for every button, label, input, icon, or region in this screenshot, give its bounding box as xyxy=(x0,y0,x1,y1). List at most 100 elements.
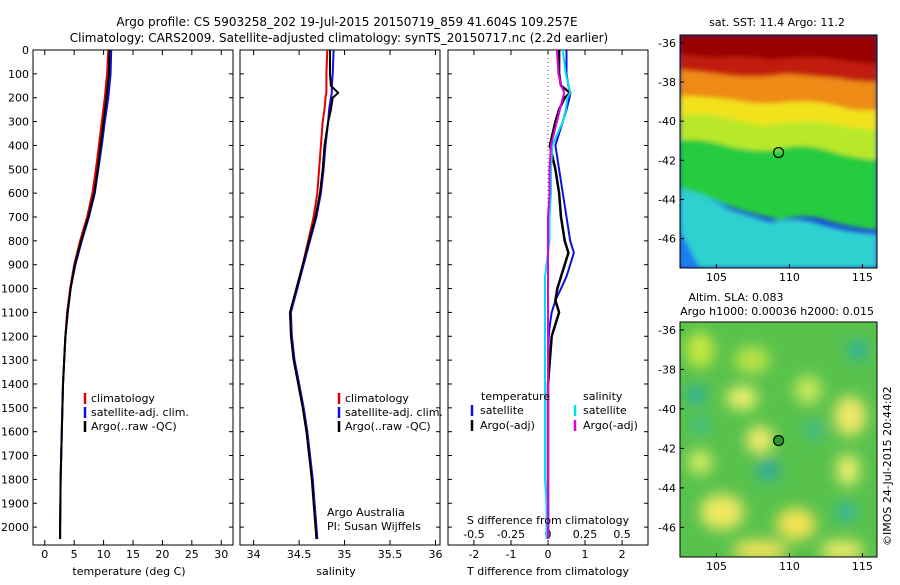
x-tick-label: -2 xyxy=(468,548,479,561)
header-line-1: Argo profile: CS 5903258_202 19-Jul-2015… xyxy=(116,15,577,29)
legend-label-argo: Argo(..raw -QC) xyxy=(91,420,177,433)
sst-band-orange xyxy=(680,68,877,111)
map-y-tick-label: -46 xyxy=(658,233,676,246)
legend-label-climatology: climatology xyxy=(345,392,409,405)
s-tick-label: 0.5 xyxy=(613,528,631,541)
x-tick-label: 30 xyxy=(214,548,228,561)
y-tick-label: 1700 xyxy=(1,450,29,463)
temperature-panel-frame xyxy=(32,49,234,546)
y-tick-label: 1400 xyxy=(1,378,29,391)
sla-map-title: Altim. SLA: 0.083 xyxy=(688,291,783,304)
s-tick-label: -0.5 xyxy=(463,528,484,541)
s-tick-label: -0.25 xyxy=(497,528,525,541)
y-tick-label: 200 xyxy=(8,92,29,105)
sla-blob xyxy=(700,494,744,530)
sla-blob-teal xyxy=(848,340,868,360)
legend-label-climatology: climatology xyxy=(91,392,155,405)
temperature-legend: climatology satellite-adj. clim. Argo(..… xyxy=(83,392,189,433)
map-x-tick-label: 115 xyxy=(852,271,873,284)
sla-blob xyxy=(686,332,714,368)
sst-map-frame xyxy=(679,34,878,269)
x-tick-label: 0 xyxy=(41,548,48,561)
sst-band-green xyxy=(680,130,877,230)
map-y-tick-label: -40 xyxy=(658,115,676,128)
x-tick-label: 34 xyxy=(247,548,261,561)
salinity-chart: 34 34.5 35 35.5 36 xyxy=(240,49,442,561)
sla-blob-teal xyxy=(692,417,708,433)
x-tick-label: 10 xyxy=(97,548,111,561)
x-tick-label: 2 xyxy=(619,548,626,561)
y-tick-label: 2000 xyxy=(1,521,29,534)
s-satellite-line xyxy=(544,49,572,539)
sst-argo-marker xyxy=(773,146,785,159)
sla-blob xyxy=(834,396,866,436)
sla-blob xyxy=(726,386,758,410)
argo-line xyxy=(289,50,340,540)
map-y-tick-label: -36 xyxy=(658,37,676,50)
sla-blob xyxy=(820,540,864,557)
sla-argo-marker xyxy=(773,434,785,447)
sst-map-title: sat. SST: 11.4 Argo: 11.2 xyxy=(709,16,845,29)
map-x-tick-label: 105 xyxy=(706,271,727,284)
y-tick-label: 300 xyxy=(8,116,29,129)
y-tick-label: 1500 xyxy=(1,402,29,415)
legend-title-temperature: temperature xyxy=(481,390,550,403)
difference-chart: -2 -1 0 1 2-0.5 -0.25 0 0.25 0.5 xyxy=(448,49,648,561)
sla-blob xyxy=(732,540,788,557)
y-tick-label: 1200 xyxy=(1,330,29,343)
y-tick-label: 1600 xyxy=(1,426,29,439)
sla-blob-teal xyxy=(806,421,822,439)
map-y-tick-label: -44 xyxy=(658,482,676,495)
map-x-tick-label: 115 xyxy=(852,560,873,573)
sst-map-axes: 105 110 115 -36 -38 -40 -42 -44 -46 xyxy=(658,37,873,284)
sla-blob xyxy=(734,346,770,374)
imos-stamp: ©IMOS 24-Jul-2015 20:44:02 xyxy=(881,386,894,546)
y-tick-label: 0 xyxy=(22,44,29,57)
y-tick-label: 1000 xyxy=(1,283,29,296)
map-x-tick-label: 105 xyxy=(706,560,727,573)
y-tick-label: 800 xyxy=(8,235,29,248)
temperature-xlabel: temperature (deg C) xyxy=(72,565,185,578)
map-x-tick-label: 110 xyxy=(779,271,800,284)
map-y-tick-label: -38 xyxy=(658,363,676,376)
x-tick-label: 34.5 xyxy=(287,548,312,561)
y-tick-label: 1900 xyxy=(1,497,29,510)
sla-blob-teal xyxy=(686,385,706,405)
y-tick-label: 100 xyxy=(8,68,29,81)
sst-band-darkred xyxy=(680,35,877,64)
sst-band-cyan xyxy=(680,186,877,268)
difference-xlabel-top: S difference from climatology xyxy=(467,514,630,527)
s-tick-label: 0.25 xyxy=(573,528,598,541)
legend-label-satellite: satellite-adj. clim. xyxy=(91,406,189,419)
climatology-line xyxy=(59,49,110,539)
x-tick-label: 25 xyxy=(185,548,199,561)
legend-label-satellite: satellite-adj. clim. xyxy=(345,406,443,419)
map-y-tick-label: -42 xyxy=(658,442,676,455)
sla-map-image xyxy=(680,322,877,557)
x-tick-label: 35.5 xyxy=(378,548,403,561)
sst-map-image xyxy=(680,35,877,268)
map-y-tick-label: -40 xyxy=(658,403,676,416)
map-y-tick-label: -42 xyxy=(658,154,676,167)
y-tick-label: 900 xyxy=(8,259,29,272)
y-tick-label: 400 xyxy=(8,139,29,152)
map-y-tick-label: -44 xyxy=(658,193,676,206)
sla-blob xyxy=(746,426,774,454)
difference-legend: temperature salinity satellite Argo(-adj… xyxy=(470,390,638,432)
salinity-panel-frame xyxy=(239,49,441,546)
y-tick-label: 600 xyxy=(8,187,29,200)
legend-title-salinity: salinity xyxy=(583,390,623,403)
y-tick-label: 1300 xyxy=(1,354,29,367)
legend-label-s-argo: Argo(-adj) xyxy=(583,419,638,432)
x-tick-label: 1 xyxy=(582,548,589,561)
sla-blob-teal xyxy=(756,460,780,480)
sst-band-yellow xyxy=(680,92,877,130)
x-tick-label: 15 xyxy=(126,548,140,561)
sla-map-subtitle: Argo h1000: 0.00036 h2000: 0.015 xyxy=(680,305,874,318)
legend-label-t-argo: Argo(-adj) xyxy=(480,419,535,432)
pi-text: PI: Susan Wijffels xyxy=(327,520,421,533)
x-tick-label: 36 xyxy=(428,548,442,561)
temperature-chart: 0 5 10 15 20 25 300100200300400500600700800900… xyxy=(1,44,233,561)
sla-blob xyxy=(836,454,860,486)
legend-label-t-satellite: satellite xyxy=(480,404,524,417)
